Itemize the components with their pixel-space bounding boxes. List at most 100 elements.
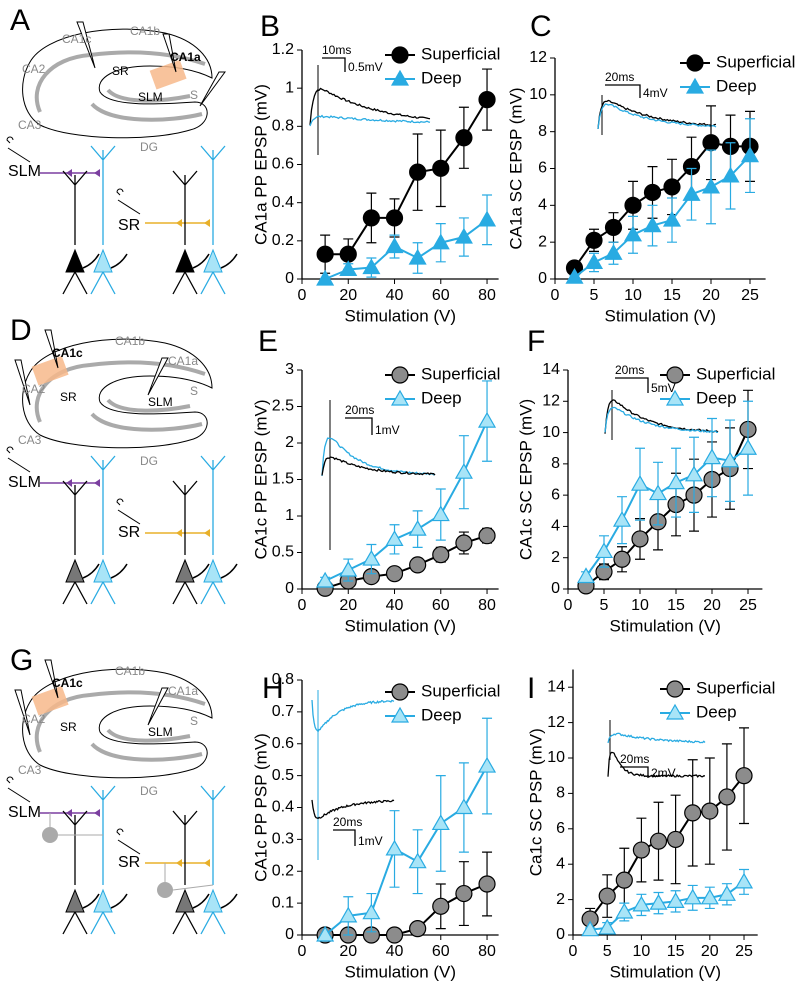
dentate-gyrus (90, 398, 203, 432)
region-label: DG (140, 784, 158, 798)
x-tick-label: 25 (741, 287, 759, 304)
scale-label: 10ms (322, 43, 351, 57)
y-tick-label: 0.5 (272, 544, 294, 561)
scale-bar (615, 377, 649, 393)
region-label: CA1a (168, 684, 198, 698)
scale-label: 1mV (358, 834, 383, 848)
x-tick-label: 20 (339, 597, 357, 614)
neuron-soma (65, 558, 85, 583)
y-tick-label: 12 (547, 714, 565, 731)
inset-trace (309, 114, 431, 127)
legend-marker (390, 69, 410, 86)
y-tick-label: 1 (285, 507, 294, 524)
inset-trace (604, 399, 719, 434)
neuron-soma (93, 888, 113, 913)
data-point (649, 893, 668, 910)
region-label: CA1c (52, 676, 83, 690)
x-axis-label: Stimulation (V) (345, 306, 456, 325)
neuron-axon (110, 893, 128, 909)
x-tick-label: 60 (432, 287, 450, 304)
y-tick-label: 2 (285, 434, 294, 451)
x-tick-label: 20 (702, 287, 720, 304)
region-label: CA3 (18, 763, 42, 777)
interneuron (42, 827, 58, 843)
legend-marker (391, 683, 409, 701)
synapse (94, 809, 100, 817)
y-tick-label: 14 (542, 361, 560, 378)
x-tick-label: 20 (703, 597, 721, 614)
data-point (740, 146, 760, 163)
region-label: CA1c (52, 346, 83, 360)
data-point (478, 527, 496, 545)
legend-marker (391, 46, 409, 64)
y-tick-label: 10 (529, 86, 547, 103)
data-point (362, 258, 381, 275)
data-point (565, 267, 584, 284)
y-axis-label: CA1a PP EPSP (mV) (251, 84, 270, 245)
y-axis-label: Ca1c SC PSP (mV) (526, 728, 545, 876)
electrode (44, 659, 59, 699)
region-label: S (190, 714, 198, 728)
scale-label: 2mV (651, 766, 676, 780)
data-point (684, 465, 704, 482)
data-point (648, 484, 668, 501)
scale-label: 5mV (651, 381, 676, 395)
data-point (735, 767, 753, 785)
pyramidal-layer (34, 360, 206, 423)
data-point (702, 134, 720, 152)
data-point (431, 814, 450, 831)
x-tick-label: 25 (735, 943, 753, 960)
data-point (409, 163, 427, 181)
data-point (598, 887, 616, 905)
data-point (478, 875, 496, 893)
inset-trace (311, 699, 395, 733)
legend-marker (390, 389, 410, 406)
data-point (632, 841, 651, 859)
data-point (631, 530, 649, 548)
x-tick-label: 80 (478, 943, 496, 960)
series-line (324, 420, 488, 582)
data-point (478, 91, 496, 109)
hippocampus-outline (22, 338, 213, 449)
data-point (455, 534, 473, 552)
scale-label: 20ms (605, 70, 634, 84)
x-tick-label: 0 (569, 943, 578, 960)
data-point (649, 832, 668, 850)
x-tick-label: 40 (386, 287, 404, 304)
x-tick-label: 40 (386, 597, 404, 614)
data-point (478, 210, 497, 227)
synapse (176, 859, 182, 867)
y-tick-label: 1 (285, 79, 294, 96)
series-line (573, 154, 751, 278)
legend-label: Superficial (716, 52, 795, 71)
x-tick-label: 0 (551, 287, 560, 304)
y-tick-label: 10 (547, 749, 565, 766)
data-point (623, 225, 643, 242)
data-point (662, 210, 682, 227)
stim-electrode (6, 446, 31, 473)
region-label: CA3 (18, 433, 42, 447)
legend-label: Deep (716, 76, 757, 95)
data-point (585, 231, 603, 249)
y-tick-label: 12 (542, 393, 560, 410)
data-point (431, 233, 450, 250)
y-tick-label: 4 (551, 518, 560, 535)
region-label: CA1a (168, 354, 198, 368)
legend-label: Deep (421, 388, 462, 407)
y-tick-label: 8 (538, 123, 547, 140)
legend-label: Deep (421, 68, 462, 87)
data-point (408, 519, 427, 536)
region-label: CA3 (18, 118, 42, 132)
region-label: SLM (138, 90, 163, 104)
data-point (594, 542, 614, 559)
y-tick-label: 0 (556, 926, 565, 943)
x-tick-label: 60 (432, 597, 450, 614)
inset-trace (321, 456, 436, 476)
legend-marker (665, 389, 685, 406)
dentate-gyrus (90, 728, 203, 762)
data-point (738, 439, 758, 455)
data-point (682, 185, 701, 201)
hippocampus-outline (22, 668, 213, 779)
data-point (409, 920, 427, 938)
